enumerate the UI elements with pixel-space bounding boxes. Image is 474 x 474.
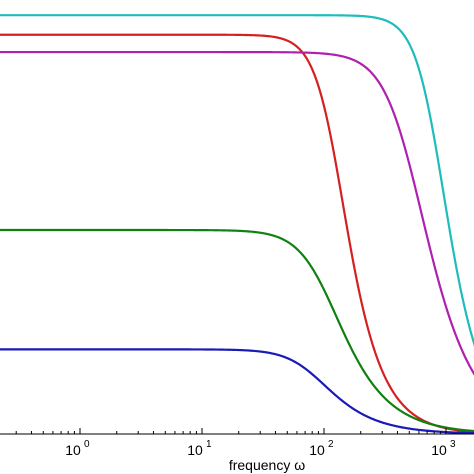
x-tick-exponent-3: 2 [328, 439, 334, 450]
x-tick-label-4: 10 [431, 442, 447, 458]
x-tick-label-3: 10 [309, 442, 325, 458]
x-tick-label-1: 10 [65, 442, 81, 458]
series-line-4 [0, 228, 474, 433]
x-tick-exponent-4: 3 [450, 439, 456, 450]
x-tick-exponent-1: 0 [84, 439, 90, 450]
x-tick-layer: 10 0 10 1 10 2 10 3 [15, 428, 456, 458]
x-axis-label: frequency ω [229, 457, 305, 473]
series-layer [0, 14, 474, 435]
series-line-2 [0, 33, 474, 434]
series-line-3 [0, 50, 474, 376]
series-line-5 [0, 348, 474, 435]
x-tick-label-2: 10 [187, 442, 203, 458]
x-tick-exponent-2: 1 [206, 439, 212, 450]
series-line-1 [0, 14, 474, 347]
